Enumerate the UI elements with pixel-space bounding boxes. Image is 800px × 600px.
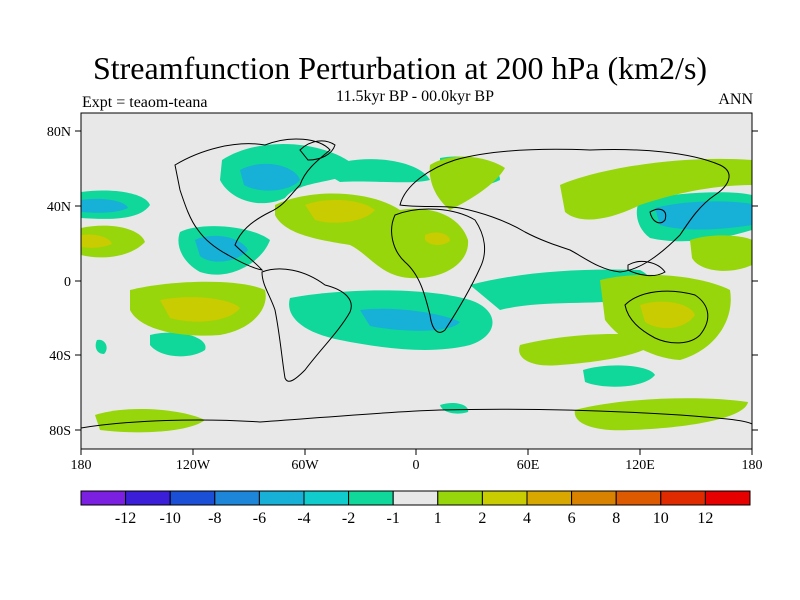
contour-north-atlantic-core <box>305 199 375 223</box>
lon-tick-label: 180 <box>71 458 92 473</box>
eurasia-coast <box>399 148 730 273</box>
latitude-axis: 80N 40N 0 40S 80S <box>47 125 758 439</box>
strong-negative-regions <box>81 163 752 331</box>
colorbar-label: -12 <box>115 510 136 527</box>
colorbar-swatch <box>214 490 260 506</box>
map-title: Streamfunction Perturbation at 200 hPa (… <box>92 50 708 86</box>
colorbar-label: -6 <box>253 510 266 527</box>
lat-tick-label: 80S <box>49 424 71 439</box>
colorbar: -12 -10 -8 -6 -4 -2 -1 1 2 4 6 8 10 12 <box>80 490 751 527</box>
colorbar-label: 6 <box>568 510 576 527</box>
strong-positive-regions <box>81 199 695 329</box>
colorbar-swatch <box>704 490 751 506</box>
colorbar-swatch <box>481 490 528 506</box>
contour-south-pacific-low <box>150 332 206 357</box>
lon-tick-label: 60W <box>291 458 319 473</box>
lat-tick-label: 40N <box>47 200 71 215</box>
colorbar-label: 1 <box>434 510 442 527</box>
lat-tick-label: 0 <box>64 275 71 290</box>
contour-japan-core <box>655 201 752 230</box>
lon-tick-label: 0 <box>413 458 420 473</box>
colorbar-swatch <box>526 490 573 506</box>
colorbar-label: -10 <box>160 510 181 527</box>
south-america-coast <box>261 268 352 382</box>
colorbar-swatch <box>169 490 216 506</box>
lat-tick-label: 80N <box>47 125 71 140</box>
contour-eurasia-high <box>429 156 505 210</box>
contour-west-pacific-high <box>690 235 752 271</box>
contour-asia-high <box>560 158 752 220</box>
colorbar-label: 2 <box>478 510 486 527</box>
indonesia-coast <box>627 261 666 277</box>
colorbar-swatch <box>571 490 617 506</box>
contour-southwest-high <box>95 408 205 433</box>
greenland-coast <box>299 140 336 161</box>
colorbar-swatch <box>303 490 350 506</box>
colorbar-swatch <box>437 490 483 506</box>
contour-south-pacific-core <box>160 297 240 322</box>
lon-tick-label: 120W <box>176 458 211 473</box>
period-subtitle: 11.5kyr BP - 00.0kyr BP <box>336 88 494 105</box>
north-america-coast <box>174 138 331 271</box>
colorbar-label: -1 <box>387 510 400 527</box>
colorbar-swatch <box>80 490 127 506</box>
colorbar-label: -2 <box>342 510 355 527</box>
africa-coast <box>391 208 486 333</box>
colorbar-label: 12 <box>697 510 713 527</box>
colorbar-swatch <box>615 490 662 506</box>
colorbar-swatch <box>348 490 394 506</box>
antarctica-coast <box>81 408 752 429</box>
contour-east-pacific-high <box>81 225 145 258</box>
contour-hudson-core <box>240 163 300 191</box>
colorbar-swatch <box>392 490 439 506</box>
colorbar-swatch <box>258 490 305 506</box>
japan-coast <box>649 208 667 224</box>
contour-australia-core <box>640 301 695 329</box>
contour-small-low <box>95 339 107 354</box>
australia-coast <box>624 290 709 344</box>
colorbar-label: -8 <box>208 510 221 527</box>
coastlines <box>81 138 752 429</box>
lon-tick-label: 120E <box>625 458 655 473</box>
colorbar-label: 4 <box>523 510 531 527</box>
contour-pacific-core <box>81 198 128 213</box>
lon-tick-label: 60E <box>517 458 540 473</box>
contour-mexico-core <box>195 235 248 262</box>
experiment-label: Expt = teaom-teana <box>82 94 208 111</box>
contour-east-pacific-core <box>81 234 112 248</box>
colorbar-label: 10 <box>653 510 669 527</box>
contour-indian-ocean-high <box>519 334 660 366</box>
longitude-axis: 180 120W 60W 0 60E 120E 180 <box>71 449 763 473</box>
lon-tick-label: 180 <box>742 458 763 473</box>
colorbar-swatch <box>660 490 706 506</box>
colorbar-label: -4 <box>297 510 310 527</box>
colorbar-swatch <box>125 490 171 506</box>
contour-south-atlantic-core <box>360 308 460 331</box>
contour-southern-ocean-low <box>583 365 655 387</box>
contour-antarctic-low <box>440 402 469 414</box>
season-label: ANN <box>718 91 753 108</box>
map-panel <box>81 113 752 449</box>
contour-africa-core <box>425 232 450 246</box>
contour-north-atlantic-low <box>320 159 430 183</box>
lat-tick-label: 40S <box>49 349 71 364</box>
colorbar-label: 8 <box>612 510 620 527</box>
